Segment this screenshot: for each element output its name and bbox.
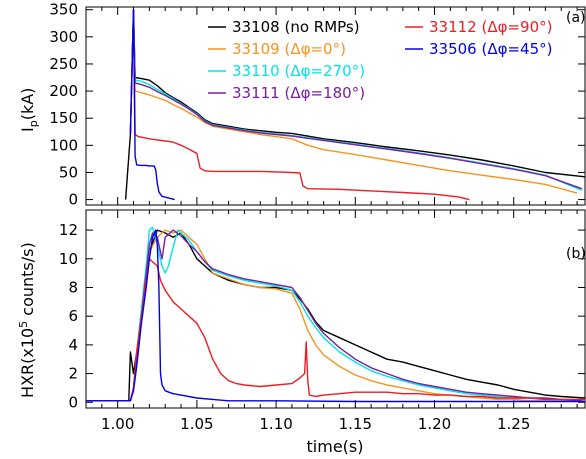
- panel-b-label: (b): [566, 246, 586, 262]
- ytick-label-a-4: 200: [49, 82, 78, 100]
- panel-b-series: [86, 226, 585, 403]
- panel-a-label: (a): [566, 10, 586, 26]
- panel-b-ylabel: HXR(x105 counts/s): [17, 242, 37, 398]
- ytick-label-a-0: 0: [68, 191, 78, 209]
- xtick-label-5: 1.25: [497, 415, 530, 433]
- panel-a-ylabel: Ip(kA): [18, 88, 40, 132]
- legend-label-3: 33111 (Δφ=180°): [232, 84, 365, 102]
- series-a-1: [129, 8, 578, 194]
- ytick-label-b-6: 12: [59, 221, 78, 239]
- panel-a-series: [124, 8, 585, 201]
- x-axis-label: time(s): [307, 437, 364, 456]
- ylabel-b-sup: 5: [17, 321, 30, 328]
- ytick-label-b-1: 2: [68, 365, 78, 383]
- xtick-label-4: 1.20: [418, 415, 451, 433]
- xtick-label-1: 1.05: [180, 415, 213, 433]
- legend-label-1: 33109 (Δφ=0°): [232, 40, 346, 58]
- ytick-label-a-6: 300: [49, 28, 78, 46]
- xtick-label-2: 1.10: [259, 415, 292, 433]
- ytick-label-b-4: 8: [68, 278, 78, 296]
- ylabel-a-unit: (kA): [18, 88, 37, 121]
- ytick-label-b-2: 4: [68, 336, 78, 354]
- ytick-label-b-0: 0: [68, 393, 78, 411]
- ytick-label-b-5: 10: [59, 250, 78, 268]
- series-a-5: [129, 8, 175, 201]
- series-b-3: [86, 229, 582, 402]
- xtick-label-3: 1.15: [339, 415, 372, 433]
- series-b-5: [86, 229, 585, 403]
- ytick-label-a-2: 100: [49, 136, 78, 154]
- series-a-3: [129, 8, 583, 190]
- ytick-label-a-1: 50: [59, 163, 78, 181]
- ytick-label-a-5: 250: [49, 55, 78, 73]
- series-b-4: [86, 258, 585, 402]
- series-b-2: [86, 226, 582, 402]
- panel-a-ticks: 0 50 100 150 200 250 300 350: [49, 1, 585, 209]
- panel-b-ticks: 0 2 4 6 8 10 12 1.00 1.05 1.10 1.15 1.20 1.25: [59, 210, 585, 433]
- legend: 33108 (no RMPs) 33109 (Δφ=0°) 33110 (Δφ=27…: [208, 18, 553, 102]
- legend-label-0: 33108 (no RMPs): [232, 18, 360, 36]
- ytick-label-b-3: 6: [68, 307, 78, 325]
- panel-b: 0 2 4 6 8 10 12 1.00 1.05 1.10 1.15 1.20 1.25 (b) HX…: [17, 209, 586, 456]
- ytick-label-a-7: 350: [49, 1, 78, 19]
- ylabel-a-main: I: [18, 127, 37, 132]
- series-a-4: [129, 8, 470, 201]
- series-a-0: [124, 8, 585, 200]
- panel-a-frame: [85, 6, 586, 206]
- legend-label-2: 33110 (Δφ=270°): [232, 62, 365, 80]
- ylabel-b-main: HXR(x10: [18, 328, 37, 398]
- xtick-label-0: 1.00: [101, 415, 134, 433]
- ytick-label-a-3: 150: [49, 109, 78, 127]
- legend-label-5: 33506 (Δφ=45°): [429, 40, 553, 58]
- panel-b-frame: [85, 209, 586, 409]
- ylabel-a-sub: p: [27, 120, 40, 127]
- ylabel-b-unit: counts/s): [18, 242, 37, 321]
- legend-label-4: 33112 (Δφ=90°): [429, 18, 553, 36]
